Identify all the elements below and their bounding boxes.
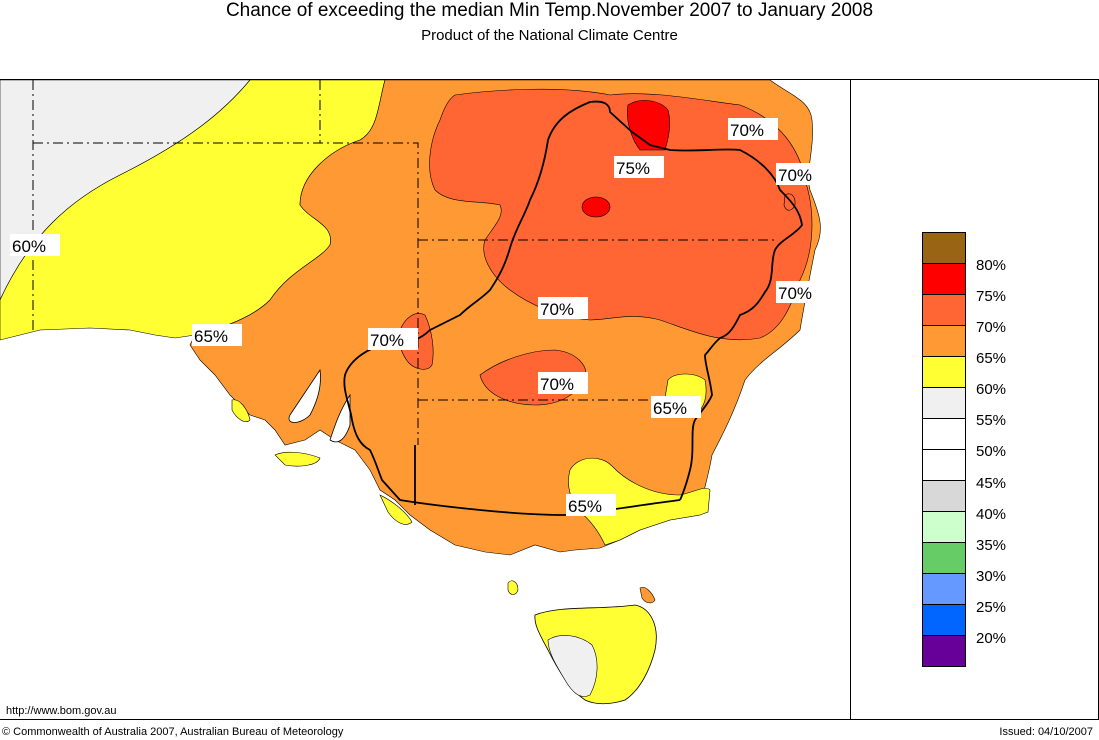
map-subtitle: Product of the National Climate Centre (421, 27, 678, 44)
king-island (507, 580, 519, 595)
zone-60-sa-island (274, 451, 321, 467)
state-borders (343, 100, 803, 516)
map-label-75: 75% (616, 159, 650, 178)
map-label-60-west: 60% (12, 237, 46, 256)
map-label-70-border: 70% (370, 331, 404, 350)
gulf-st-vincent (329, 393, 351, 443)
map-label-70-central: 70% (540, 375, 574, 394)
legend-label-25: 25% (976, 599, 1007, 616)
issued-date: Issued: 04/10/2007 (999, 726, 1093, 738)
legend-swatch-purple (922, 636, 966, 667)
legend-swatch-red-orange (922, 295, 966, 326)
legend-swatch-green (922, 543, 966, 574)
bom-url: http://www.bom.gov.au (6, 705, 117, 717)
legend-label-70: 70% (976, 319, 1007, 336)
map-title: Chance of exceeding the median Min Temp.… (225, 0, 874, 21)
copyright-notice: © Commonwealth of Australia 2007, Austra… (2, 726, 344, 738)
map-label-70-coast: 70% (778, 166, 812, 185)
map-label-70-north: 70% (540, 300, 574, 319)
legend-swatch-yellow (922, 357, 966, 388)
zone-70-north (429, 88, 813, 341)
legend-label-30: 30% (976, 568, 1007, 585)
zone-60-sa-coast (379, 494, 413, 525)
map-label-70-east: 70% (778, 284, 812, 303)
legend-swatch-white-1 (922, 419, 966, 450)
map-label-65-east: 65% (653, 399, 687, 418)
legend-label-50: 50% (976, 443, 1007, 460)
legend-label-75: 75% (976, 288, 1007, 305)
legend-color-bar (922, 232, 966, 667)
spencer-gulf (288, 368, 321, 423)
legend-label-80: 80% (976, 257, 1007, 274)
map-label-65-west: 65% (194, 327, 228, 346)
zone-75-spot (581, 196, 611, 218)
legend-swatch-light-grey (922, 388, 966, 419)
legend-swatch-grey (922, 481, 966, 512)
legend-label-35: 35% (976, 537, 1007, 554)
legend-label-55: 55% (976, 412, 1007, 429)
legend-swatch-pale-green (922, 512, 966, 543)
map-label-70-ne: 70% (730, 121, 764, 140)
legend-swatch-white-2 (922, 450, 966, 481)
legend-label-60: 60% (976, 381, 1007, 398)
legend-label-65: 65% (976, 350, 1007, 367)
legend-swatch-red (922, 264, 966, 295)
legend-swatch-brown (922, 232, 966, 264)
probability-map: 60% 65% 70% 75% 70% 70% 70% 70% 70% 65% … (0, 80, 850, 719)
legend-swatch-orange (922, 326, 966, 357)
flinders-island (639, 587, 656, 604)
map-label-65-south: 65% (568, 497, 602, 516)
zone-60-peninsula (231, 399, 251, 422)
legend-swatch-blue (922, 605, 966, 636)
legend-label-40: 40% (976, 506, 1007, 523)
map-frame (0, 79, 1099, 720)
legend-swatch-light-blue (922, 574, 966, 605)
legend-label-45: 45% (976, 475, 1007, 492)
map-labels: 60% 65% 70% 75% 70% 70% 70% 70% 70% 65% … (10, 118, 826, 516)
legend-panel (850, 80, 1099, 719)
legend-label-20: 20% (976, 630, 1007, 647)
tasmania-55-zone (547, 635, 598, 697)
